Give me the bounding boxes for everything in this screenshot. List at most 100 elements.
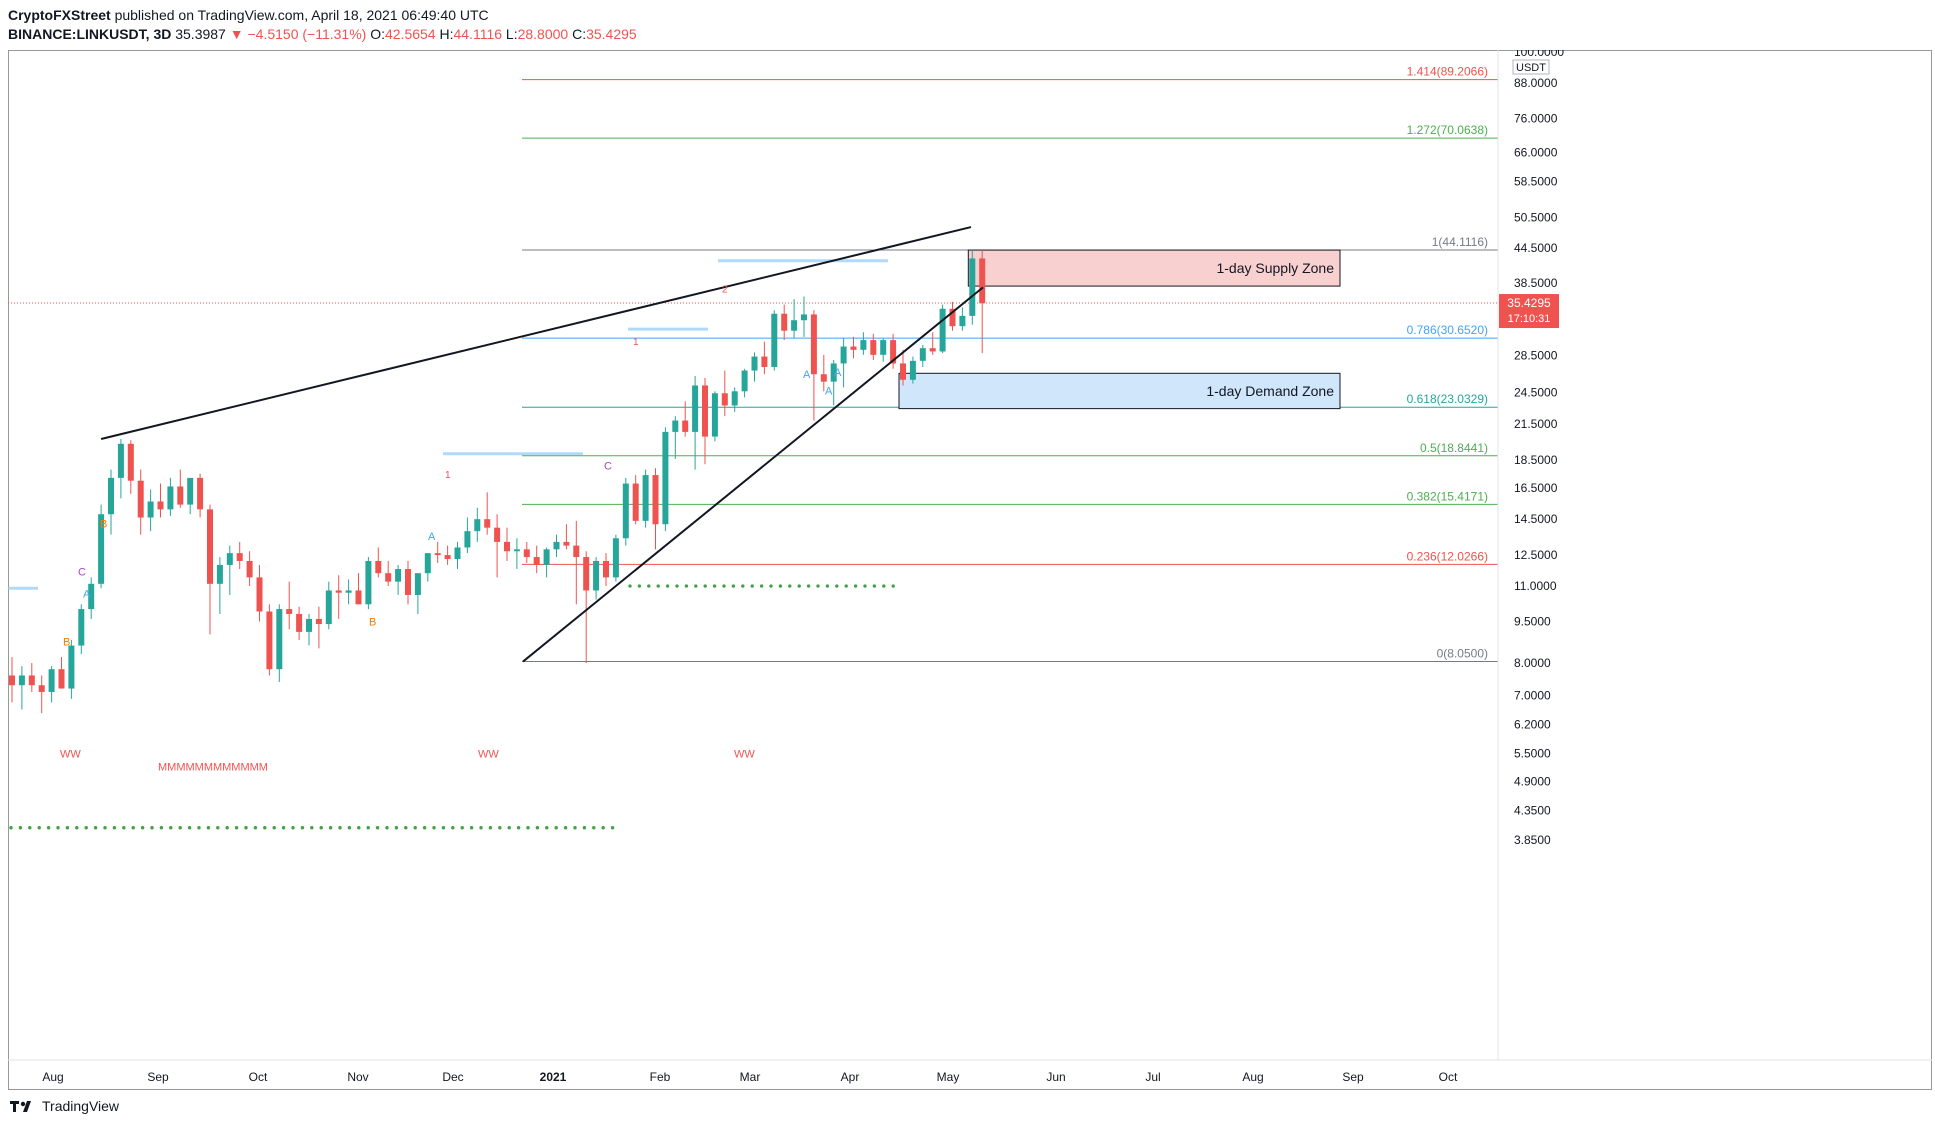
- candle[interactable]: [711, 391, 718, 442]
- candle[interactable]: [939, 304, 946, 354]
- candle[interactable]: [434, 541, 441, 563]
- candle[interactable]: [860, 332, 867, 355]
- candle[interactable]: [474, 507, 481, 542]
- candle[interactable]: [167, 477, 174, 516]
- candle[interactable]: [108, 469, 114, 535]
- candle[interactable]: [296, 606, 303, 640]
- candle[interactable]: [18, 666, 25, 710]
- candle[interactable]: [58, 657, 65, 689]
- symbol-label[interactable]: BINANCE:LINKUSDT, 3D: [8, 26, 172, 42]
- candle[interactable]: [543, 547, 550, 578]
- publisher-name[interactable]: CryptoFXStreet: [8, 7, 111, 23]
- candle[interactable]: [345, 579, 352, 605]
- candle[interactable]: [949, 301, 956, 331]
- candle[interactable]: [48, 666, 55, 703]
- candle[interactable]: [147, 489, 154, 532]
- upper-trendline[interactable]: [100, 226, 972, 440]
- candle[interactable]: [523, 541, 530, 563]
- candle[interactable]: [187, 477, 194, 515]
- candle[interactable]: [880, 338, 887, 362]
- candle[interactable]: [850, 336, 857, 359]
- candle[interactable]: [810, 310, 817, 421]
- candle[interactable]: [494, 514, 501, 578]
- candle[interactable]: [207, 504, 213, 635]
- candle[interactable]: [375, 547, 382, 578]
- candle[interactable]: [216, 557, 223, 614]
- candle[interactable]: [177, 469, 184, 508]
- candle[interactable]: [355, 573, 362, 605]
- candle[interactable]: [246, 551, 253, 587]
- candle[interactable]: [197, 473, 204, 518]
- candle[interactable]: [117, 438, 124, 499]
- candle[interactable]: [236, 541, 243, 570]
- candlestick-chart[interactable]: 1.414(89.2066) 1.272(70.0638) 1(44.1116) 0.…: [8, 45, 1932, 1090]
- candle[interactable]: [286, 581, 293, 630]
- candle[interactable]: [662, 427, 669, 532]
- candle[interactable]: [761, 341, 768, 375]
- candle[interactable]: [721, 370, 728, 417]
- supply-zone[interactable]: [967, 249, 1341, 287]
- candle[interactable]: [68, 639, 75, 699]
- candle[interactable]: [603, 553, 609, 587]
- candle[interactable]: [979, 250, 986, 354]
- candle[interactable]: [840, 338, 847, 388]
- candle[interactable]: [454, 541, 461, 570]
- candle[interactable]: [563, 524, 570, 550]
- candle[interactable]: [484, 492, 491, 535]
- candle[interactable]: [820, 354, 827, 392]
- candle[interactable]: [642, 469, 649, 528]
- candle[interactable]: [137, 469, 144, 535]
- candle[interactable]: [424, 553, 431, 582]
- candle[interactable]: [751, 352, 758, 382]
- candle[interactable]: [652, 468, 659, 550]
- axis-unit-box[interactable]: [1512, 59, 1550, 75]
- candle[interactable]: [741, 368, 748, 398]
- candle[interactable]: [672, 416, 679, 459]
- candle[interactable]: [315, 606, 322, 649]
- candle[interactable]: [395, 564, 402, 595]
- candle[interactable]: [969, 250, 976, 325]
- lower-trendline[interactable]: [522, 286, 984, 663]
- footer-brand[interactable]: TradingView: [42, 1098, 120, 1114]
- candle[interactable]: [830, 359, 837, 406]
- candle[interactable]: [622, 477, 629, 546]
- candle[interactable]: [157, 483, 164, 518]
- candle[interactable]: [909, 356, 916, 384]
- tradingview-logo-icon[interactable]: [8, 1098, 36, 1114]
- candle[interactable]: [612, 534, 619, 582]
- candle[interactable]: [226, 545, 233, 595]
- candle[interactable]: [325, 581, 332, 630]
- candle[interactable]: [890, 333, 897, 369]
- candle[interactable]: [553, 534, 560, 558]
- candle[interactable]: [900, 349, 906, 386]
- candle[interactable]: [731, 387, 738, 412]
- candle[interactable]: [444, 545, 451, 565]
- candle[interactable]: [573, 520, 580, 605]
- candle[interactable]: [791, 299, 798, 339]
- candle[interactable]: [919, 344, 926, 367]
- candle[interactable]: [583, 551, 590, 664]
- candle[interactable]: [38, 675, 45, 714]
- candle[interactable]: [632, 475, 639, 525]
- candle[interactable]: [771, 310, 778, 371]
- candle[interactable]: [276, 604, 283, 682]
- candle[interactable]: [781, 304, 788, 341]
- candle[interactable]: [385, 560, 392, 587]
- candle[interactable]: [28, 663, 35, 692]
- candle[interactable]: [127, 440, 134, 494]
- candle[interactable]: [959, 307, 966, 331]
- candle[interactable]: [256, 564, 263, 622]
- candle[interactable]: [98, 504, 105, 589]
- candle[interactable]: [929, 332, 936, 355]
- candle[interactable]: [88, 577, 95, 619]
- demand-zone[interactable]: [898, 372, 1341, 410]
- candle[interactable]: [513, 538, 520, 570]
- candle[interactable]: [682, 401, 689, 437]
- candle[interactable]: [692, 376, 699, 470]
- candle[interactable]: [365, 557, 372, 610]
- candle[interactable]: [405, 560, 411, 605]
- candle[interactable]: [593, 557, 600, 600]
- chart-frame[interactable]: 1.414(89.2066) 1.272(70.0638) 1(44.1116) 0.…: [8, 45, 1932, 1090]
- candle[interactable]: [801, 296, 807, 337]
- candle[interactable]: [9, 657, 15, 703]
